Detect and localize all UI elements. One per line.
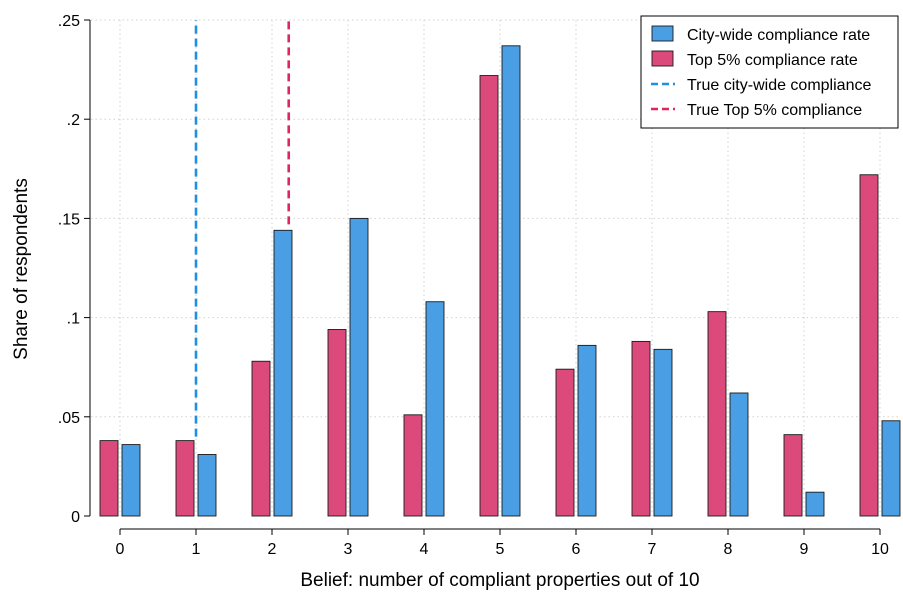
grid-lines [91, 19, 900, 516]
x-axis-title: Belief: number of compliant properties o… [300, 570, 699, 591]
bar-top5-5 [479, 75, 499, 517]
x-tick-label: 7 [648, 541, 657, 558]
legend-label-1: Top 5% compliance rate [687, 52, 858, 69]
reference-lines [194, 20, 291, 437]
y-tick-label: .25 [58, 13, 80, 30]
y-tick-label: .1 [67, 311, 80, 328]
bar-citywide-1 [197, 454, 217, 517]
bar-top5-3 [327, 329, 347, 517]
legend-label-3: True Top 5% compliance [687, 102, 862, 119]
bar-citywide-7 [653, 348, 673, 517]
x-tick-label: 5 [496, 541, 505, 558]
y-tick-label: .05 [58, 410, 80, 427]
x-tick-label: 4 [420, 541, 429, 558]
x-tick-label: 2 [268, 541, 277, 558]
bar-citywide-2 [273, 229, 293, 517]
bar-citywide-8 [729, 392, 749, 517]
bar-top5-4 [403, 414, 423, 517]
y-ticks: 0 .05 .1 .15 .2 .25 [58, 13, 90, 526]
bar-top5-0 [99, 440, 119, 517]
y-axis-title: Share of respondents [11, 178, 32, 360]
bar-citywide-6 [577, 344, 597, 517]
bar-top5-10 [859, 174, 879, 517]
bar-citywide-0 [121, 444, 141, 517]
x-tick-label: 3 [344, 541, 353, 558]
x-tick-label: 10 [871, 541, 889, 558]
x-tick-label: 0 [116, 541, 125, 558]
bar-top5-2 [251, 360, 271, 517]
bar-marks [99, 45, 901, 517]
y-tick-label: .2 [67, 112, 80, 129]
y-tick-label: 0 [71, 509, 80, 526]
x-ticks: 0 1 2 3 4 5 6 7 8 9 10 [116, 529, 889, 558]
legend-box [640, 15, 899, 129]
bar-top5-1 [175, 440, 195, 517]
y-tick-label: .15 [58, 211, 80, 228]
x-tick-label: 8 [724, 541, 733, 558]
legend-swatch-0 [651, 25, 674, 42]
bar-citywide-3 [349, 217, 369, 517]
legend-swatch-1 [651, 50, 674, 67]
bar-top5-9 [783, 434, 803, 517]
bar-citywide-4 [425, 301, 445, 517]
bar-citywide-5 [501, 45, 521, 517]
bar-top5-6 [555, 368, 575, 517]
bar-top5-8 [707, 311, 727, 517]
bar-citywide-10 [881, 420, 901, 517]
x-tick-label: 1 [192, 541, 201, 558]
x-tick-label: 9 [800, 541, 809, 558]
legend-label-2: True city-wide compliance [687, 77, 871, 94]
legend: City-wide compliance rate Top 5% complian… [640, 15, 899, 129]
x-tick-label: 6 [572, 541, 581, 558]
bar-top5-7 [631, 340, 651, 517]
bar-citywide-9 [805, 491, 825, 517]
legend-label-0: City-wide compliance rate [687, 27, 870, 44]
